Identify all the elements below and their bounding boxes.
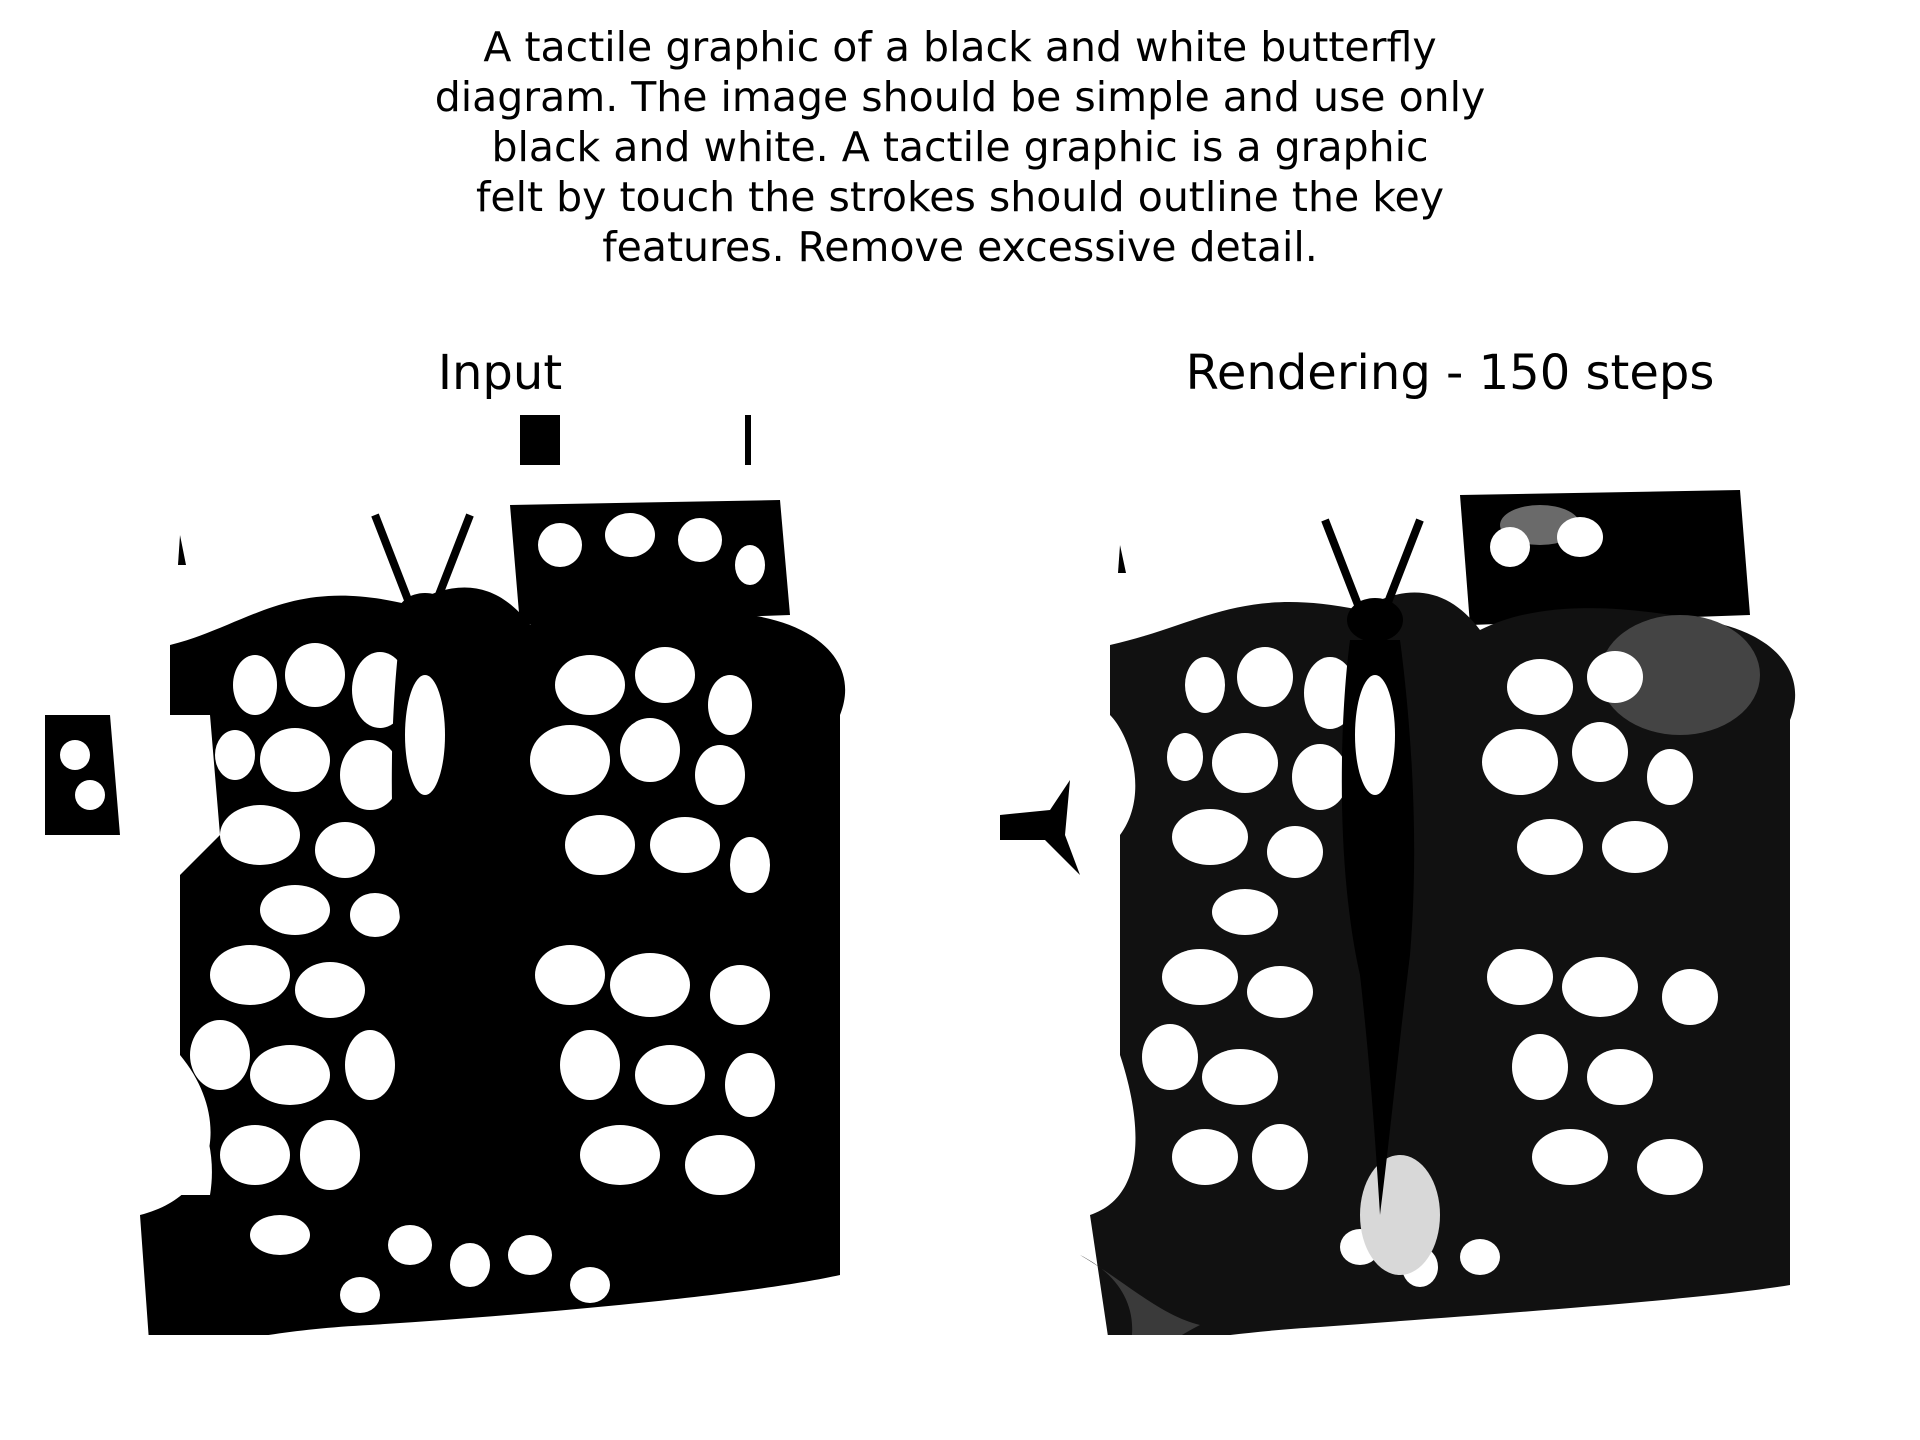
rendering-panel-title: Rendering - 150 steps xyxy=(1185,345,1715,401)
prompt-text: A tactile graphic of a black and white b… xyxy=(360,22,1560,272)
input-image xyxy=(30,415,870,1335)
input-panel-title: Input xyxy=(437,345,563,401)
prompt-line: felt by touch the strokes should outline… xyxy=(475,173,1444,221)
prompt-line: black and white. A tactile graphic is a … xyxy=(491,123,1429,171)
rendering-image xyxy=(980,415,1820,1335)
prompt-line: A tactile graphic of a black and white b… xyxy=(483,23,1437,71)
prompt-line: features. Remove excessive detail. xyxy=(602,223,1318,271)
prompt-line: diagram. The image should be simple and … xyxy=(434,73,1486,121)
input-butterfly-graphic xyxy=(45,415,845,1335)
rendering-butterfly-graphic xyxy=(1000,490,1795,1335)
